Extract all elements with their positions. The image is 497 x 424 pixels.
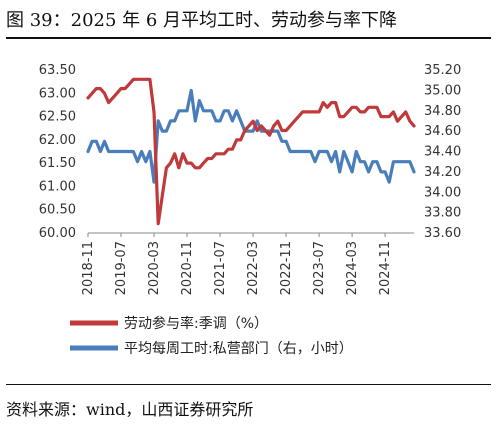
x-tick-label: 2020-03 xyxy=(147,241,162,295)
figure-title: 图 39：2025 年 6 月平均工时、劳动参与率下降 xyxy=(6,10,398,31)
left-y-tick-label: 60.50 xyxy=(39,203,76,218)
line-chart: 60.00 60.50 61.00 61.50 62.00 62.50 63.00 63.50… xyxy=(39,63,461,357)
left-y-axis: 60.00 60.50 61.00 61.50 62.00 62.50 63.00 63.50 xyxy=(39,63,76,241)
right-y-tick-label: 33.80 xyxy=(424,206,461,221)
right-y-tick-label: 33.60 xyxy=(424,226,461,241)
left-y-tick-label: 62.50 xyxy=(39,110,76,125)
legend: 劳动参与率:季调（%） 平均每周工时:私营部门（右，小时） xyxy=(70,315,353,357)
left-y-tick-label: 61.50 xyxy=(39,156,76,171)
source-note: 资料来源：wind，山西证券研究所 xyxy=(6,400,254,419)
x-tick-label: 2022-03 xyxy=(246,241,261,295)
right-y-tick-label: 34.80 xyxy=(424,104,461,119)
x-tick-label: 2018-11 xyxy=(81,241,96,295)
x-tick-label: 2020-11 xyxy=(180,241,195,295)
right-y-tick-label: 35.00 xyxy=(424,83,461,98)
right-y-axis: 33.60 33.80 34.00 34.20 34.40 34.60 34.80 35.00… xyxy=(424,63,461,241)
legend-label-participation: 劳动参与率:季调（%） xyxy=(124,315,268,332)
x-tick-label: 2024-11 xyxy=(378,241,393,295)
series-lines xyxy=(86,77,416,226)
x-tick-label: 2024-03 xyxy=(345,241,360,295)
right-y-tick-label: 34.60 xyxy=(424,124,461,139)
left-y-tick-label: 63.00 xyxy=(39,86,76,101)
participation-rate-line xyxy=(86,77,416,226)
x-axis: 2018-11 2019-07 2020-03 2020-11 2021-07 2022-… xyxy=(81,232,414,295)
x-tick-label: 2019-07 xyxy=(114,241,129,295)
x-tick-label: 2022-11 xyxy=(279,241,294,295)
x-tick-label: 2023-07 xyxy=(312,241,327,295)
weekly-hours-line xyxy=(86,88,416,184)
bottom-rule xyxy=(6,384,491,385)
left-y-tick-label: 61.00 xyxy=(39,179,76,194)
legend-label-hours: 平均每周工时:私营部门（右，小时） xyxy=(124,341,353,357)
left-y-tick-label: 62.00 xyxy=(39,133,76,148)
x-tick-label: 2021-07 xyxy=(213,241,228,295)
right-y-tick-label: 35.20 xyxy=(424,63,461,78)
right-y-tick-label: 34.40 xyxy=(424,145,461,160)
right-y-tick-label: 34.00 xyxy=(424,185,461,200)
left-y-tick-label: 63.50 xyxy=(39,63,76,78)
top-rule xyxy=(6,37,491,39)
right-y-tick-label: 34.20 xyxy=(424,165,461,180)
left-y-tick-label: 60.00 xyxy=(39,226,76,241)
